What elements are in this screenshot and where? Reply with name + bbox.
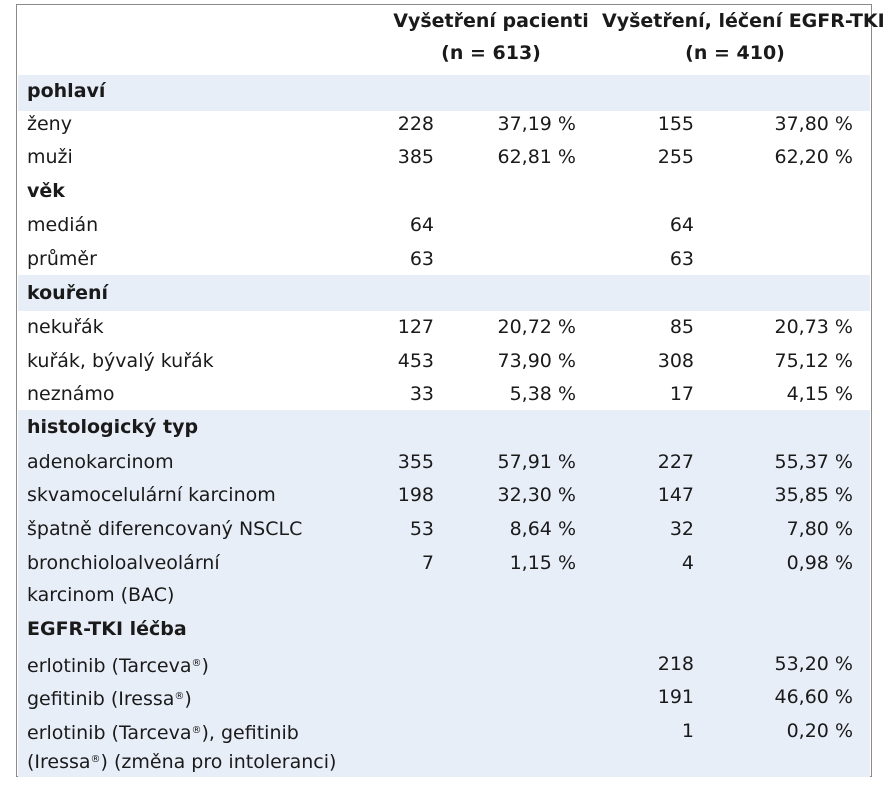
row-p1: 57,91 % [497, 451, 577, 473]
row-label: erlotinib (Tarceva®) [27, 653, 209, 677]
row-n1: 453 [397, 350, 434, 372]
row-n1: 385 [397, 146, 434, 168]
row-label: špatně diferencovaný NSCLC [27, 518, 303, 540]
row-p2: 7,80 % [786, 518, 853, 540]
row-p1: 8,64 % [509, 518, 576, 540]
row-label: muži [27, 146, 73, 168]
row-n2: 191 [657, 686, 694, 708]
row-p2: 75,12 % [774, 350, 854, 372]
row-n2: 4 [681, 552, 694, 574]
row-label-text: erlotinib (Tarceva [27, 722, 192, 744]
row-p1: 62,81 % [497, 146, 577, 168]
row-n2: 308 [657, 350, 694, 372]
row-label-text: (Iressa [27, 751, 91, 773]
row-label: erlotinib (Tarceva®), gefitinib [27, 720, 299, 744]
row-p1: 1,15 % [509, 552, 576, 574]
row-n2: 32 [669, 518, 694, 540]
row-p2: 4,15 % [786, 383, 853, 405]
row-n2: 255 [657, 146, 694, 168]
row-p1: 37,19 % [497, 113, 577, 135]
row-n1: 53 [409, 518, 434, 540]
section-title-age: věk [27, 180, 65, 202]
row-p2: 53,20 % [774, 653, 854, 675]
row-n2: 85 [669, 316, 694, 338]
row-label: skvamocelulární karcinom [27, 484, 276, 506]
row-n1: 64 [409, 214, 434, 236]
row-label-text: ) [184, 688, 192, 710]
row-label-text: ) (změna pro intoleranci) [100, 751, 337, 773]
row-n1: 127 [397, 316, 434, 338]
row-label: kuřák, bývalý kuřák [27, 350, 214, 372]
section-band-smoking [18, 275, 870, 311]
row-n1: 228 [397, 113, 434, 135]
row-label-text: ) [201, 655, 209, 677]
col2-title: Vyšetření, léčení EGFR-TKI [602, 10, 885, 32]
row-p2: 0,20 % [786, 720, 853, 742]
col1-title: Vyšetření pacienti [393, 10, 589, 32]
row-n1: 198 [397, 484, 434, 506]
row-n1: 7 [421, 552, 434, 574]
registered-mark: ® [174, 691, 185, 702]
row-label: gefitinib (Iressa®) [27, 686, 192, 710]
row-label: průměr [27, 248, 97, 270]
row-label-line2: karcinom (BAC) [27, 584, 175, 606]
table-frame [16, 4, 872, 777]
registered-mark: ® [90, 754, 101, 765]
row-label: ženy [27, 113, 72, 135]
row-n2: 227 [657, 451, 694, 473]
section-title-smoking: kouření [27, 282, 109, 304]
row-label: adenokarcinom [27, 451, 174, 473]
registered-mark: ® [191, 725, 202, 736]
row-n2: 147 [657, 484, 694, 506]
row-label-text: ), gefitinib [201, 722, 299, 744]
row-label-text: erlotinib (Tarceva [27, 655, 192, 677]
col2-n: (n = 410) [685, 42, 785, 64]
row-p2: 0,98 % [786, 552, 853, 574]
col1-n: (n = 613) [441, 42, 541, 64]
row-label: medián [27, 214, 99, 236]
row-label: neznámo [27, 383, 115, 405]
row-label-text: gefitinib (Iressa [27, 688, 175, 710]
row-n2: 63 [669, 248, 694, 270]
row-n1: 355 [397, 451, 434, 473]
row-label: bronchioloalveolární [27, 552, 220, 574]
row-p2: 37,80 % [774, 113, 854, 135]
registered-mark: ® [191, 658, 202, 669]
row-p2: 46,60 % [774, 686, 854, 708]
section-band-histology [18, 410, 870, 613]
row-n1: 33 [409, 383, 434, 405]
row-p1: 5,38 % [509, 383, 576, 405]
row-n2: 1 [681, 720, 694, 742]
section-title-sex: pohlaví [27, 80, 106, 102]
row-label-line2: (Iressa®) (změna pro intoleranci) [27, 749, 336, 773]
section-title-histology: histologický typ [27, 416, 199, 438]
section-band-egfr [18, 609, 870, 777]
row-p2: 55,37 % [774, 451, 854, 473]
section-title-egfr: EGFR-TKI léčba [27, 618, 187, 640]
row-n2: 218 [657, 653, 694, 675]
row-p1: 32,30 % [497, 484, 577, 506]
row-p2: 35,85 % [774, 484, 854, 506]
section-band-sex [18, 75, 870, 111]
row-p2: 62,20 % [774, 146, 854, 168]
row-n2: 155 [657, 113, 694, 135]
row-n2: 17 [669, 383, 694, 405]
row-p1: 20,72 % [497, 316, 577, 338]
row-p2: 20,73 % [774, 316, 854, 338]
row-n1: 63 [409, 248, 434, 270]
row-p1: 73,90 % [497, 350, 577, 372]
row-label: nekuřák [27, 316, 104, 338]
row-n2: 64 [669, 214, 694, 236]
